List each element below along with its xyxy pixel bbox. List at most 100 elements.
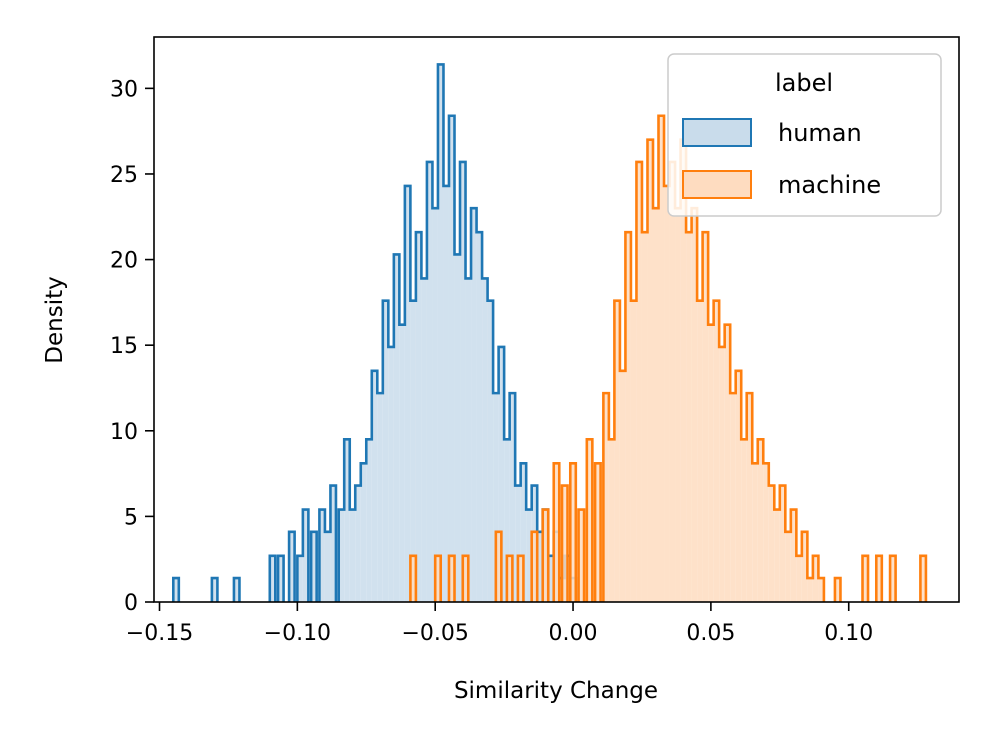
- human-bin-1: [211, 578, 218, 602]
- human-bin-8: [311, 531, 317, 602]
- machine-bin-26: [664, 185, 670, 602]
- machine-bin-8: [542, 509, 549, 602]
- legend-swatch-human: [682, 118, 752, 147]
- human-bin-31: [443, 185, 449, 602]
- y-tick-label-2: 10: [110, 420, 138, 445]
- human-bin-24: [404, 185, 411, 602]
- human-bin-30: [437, 64, 444, 602]
- machine-bin-35: [713, 300, 720, 602]
- machine-bin-37: [724, 324, 731, 602]
- human-bin-17: [366, 439, 372, 602]
- human-bin-32: [448, 115, 455, 602]
- human-bin-19: [377, 393, 383, 602]
- x-tick-label-0: −0.15: [126, 621, 193, 646]
- human-bin-46: [526, 509, 532, 602]
- human-bin-20: [382, 300, 389, 602]
- machine-bin-45: [768, 485, 775, 602]
- machine-bin-42: [752, 463, 758, 602]
- series-machine: [409, 114, 928, 603]
- machine-bin-34: [708, 324, 714, 602]
- machine-bin-56: [862, 555, 869, 602]
- human-bin-12: [338, 509, 345, 602]
- plot-frame: [153, 36, 960, 603]
- machine-bin-13: [586, 439, 593, 602]
- machine-bin-27: [669, 161, 676, 603]
- human-bin-42: [504, 439, 510, 602]
- machine-bin-14: [595, 463, 601, 602]
- human-bin-45: [520, 463, 527, 602]
- machine-bin-22: [641, 232, 648, 602]
- machine-bin-11: [570, 463, 576, 602]
- machine-bin-19: [625, 232, 631, 602]
- machine-bin-29: [680, 139, 687, 603]
- machine-bin-55: [834, 578, 841, 602]
- machine-bin-12: [578, 509, 585, 602]
- legend-title: label: [775, 69, 833, 97]
- machine-bin-48: [785, 531, 791, 602]
- machine-bin-50: [796, 555, 802, 602]
- machine-bin-7: [531, 531, 538, 602]
- human-bin-15: [355, 485, 361, 602]
- human-bin-33: [454, 254, 461, 602]
- machine-bin-3: [462, 555, 469, 602]
- human-bin-7: [302, 509, 309, 602]
- machine-bin-1: [435, 555, 441, 602]
- human-bin-14: [349, 509, 356, 602]
- machine-bin-20: [630, 300, 637, 602]
- y-tick-label-6: 30: [110, 77, 138, 102]
- human-step-outline: [172, 63, 578, 602]
- machine-bin-44: [763, 463, 769, 602]
- machine-bin-10: [562, 485, 568, 602]
- human-bin-10: [324, 531, 331, 602]
- human-bin-25: [410, 300, 416, 602]
- human-bin-9: [319, 509, 325, 602]
- human-bin-34: [460, 161, 466, 603]
- machine-bin-51: [801, 531, 808, 602]
- machine-bin-24: [652, 208, 659, 602]
- machine-bin-17: [614, 300, 620, 602]
- machine-bin-9: [553, 463, 560, 602]
- human-bin-0: [173, 578, 179, 602]
- legend-swatch-machine: [682, 170, 752, 199]
- y-tick-label-0: 0: [124, 591, 138, 616]
- human-bin-35: [465, 278, 472, 602]
- machine-bin-21: [636, 161, 642, 603]
- human-bin-6: [297, 555, 303, 602]
- human-bin-41: [498, 346, 505, 602]
- machine-bin-38: [730, 393, 736, 602]
- machine-bin-39: [735, 370, 742, 602]
- machine-bin-0: [410, 555, 416, 602]
- human-bin-39: [487, 300, 494, 602]
- human-bin-44: [515, 485, 521, 602]
- human-bin-21: [388, 346, 394, 602]
- y-tick-label-3: 15: [110, 334, 138, 359]
- x-tick-label-3: 0.00: [549, 621, 598, 646]
- y-tick-label-1: 5: [124, 505, 138, 530]
- human-bin-18: [371, 370, 378, 602]
- human-bin-29: [432, 208, 438, 602]
- machine-bin-28: [675, 208, 681, 602]
- machine-bin-32: [697, 300, 703, 602]
- human-bin-50: [548, 555, 554, 602]
- machine-bin-6: [517, 555, 524, 602]
- human-bin-27: [421, 278, 427, 602]
- human-bin-11: [330, 485, 336, 602]
- human-bin-43: [509, 393, 516, 602]
- human-bin-26: [415, 232, 422, 602]
- legend-label-human: human: [778, 119, 862, 147]
- machine-bin-2: [448, 555, 455, 602]
- y-tick-label-5: 25: [110, 163, 138, 188]
- machine-bin-16: [608, 439, 615, 602]
- machine-bin-30: [686, 232, 692, 602]
- machine-bin-23: [647, 139, 653, 603]
- human-bin-5: [289, 531, 295, 602]
- machine-bin-46: [774, 509, 780, 602]
- machine-bin-41: [746, 393, 753, 602]
- human-bin-2: [233, 578, 240, 602]
- x-axis-label: Similarity Change: [454, 678, 658, 704]
- human-bin-13: [344, 439, 350, 602]
- machine-bin-58: [890, 555, 896, 602]
- machine-bin-40: [741, 439, 747, 602]
- human-bin-28: [426, 161, 433, 603]
